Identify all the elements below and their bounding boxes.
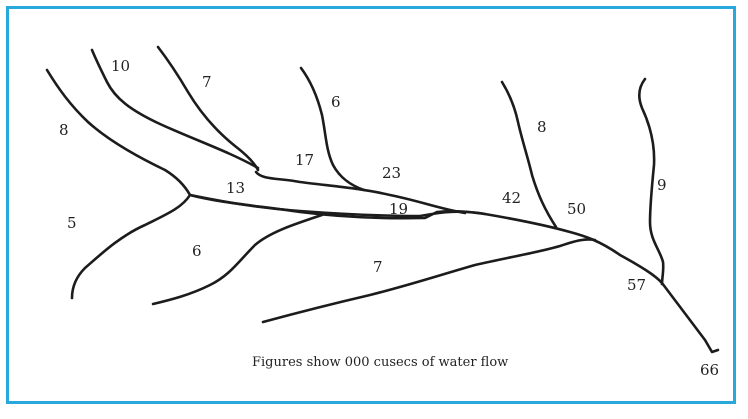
- flow-label: 6: [192, 242, 202, 260]
- flow-label: 7: [373, 258, 383, 276]
- diagram-caption: Figures show 000 cusecs of water flow: [252, 355, 508, 370]
- tributary-10: [90, 48, 260, 170]
- channel-17-23: [254, 170, 467, 215]
- flow-label: 13: [226, 179, 245, 197]
- flow-label: 9: [657, 176, 667, 194]
- flow-label: 7: [202, 73, 212, 91]
- main-river-upper: [188, 193, 720, 354]
- tributary-6-bottom: [151, 213, 324, 306]
- flow-label: 17: [295, 151, 314, 169]
- flow-label: 23: [382, 164, 401, 182]
- tributary-5: [70, 193, 192, 300]
- flow-label: 5: [67, 214, 77, 232]
- flow-label: 42: [502, 189, 521, 207]
- tributary-7-top: [156, 45, 260, 172]
- flow-label: 8: [59, 121, 69, 139]
- diagram-frame: [6, 6, 736, 404]
- flow-label: 50: [567, 200, 586, 218]
- flow-label: 6: [331, 93, 341, 111]
- flow-label: 10: [111, 57, 130, 75]
- flow-label: 66: [700, 361, 719, 379]
- tributary-7-bottom: [261, 238, 597, 324]
- tributary-8-right: [500, 80, 558, 229]
- tributary-6-top: [299, 66, 366, 192]
- flow-label: 19: [389, 200, 408, 218]
- flow-label: 8: [537, 118, 547, 136]
- tributary-8-left: [45, 68, 192, 197]
- flow-label: 57: [627, 276, 646, 294]
- tributary-9: [638, 77, 665, 286]
